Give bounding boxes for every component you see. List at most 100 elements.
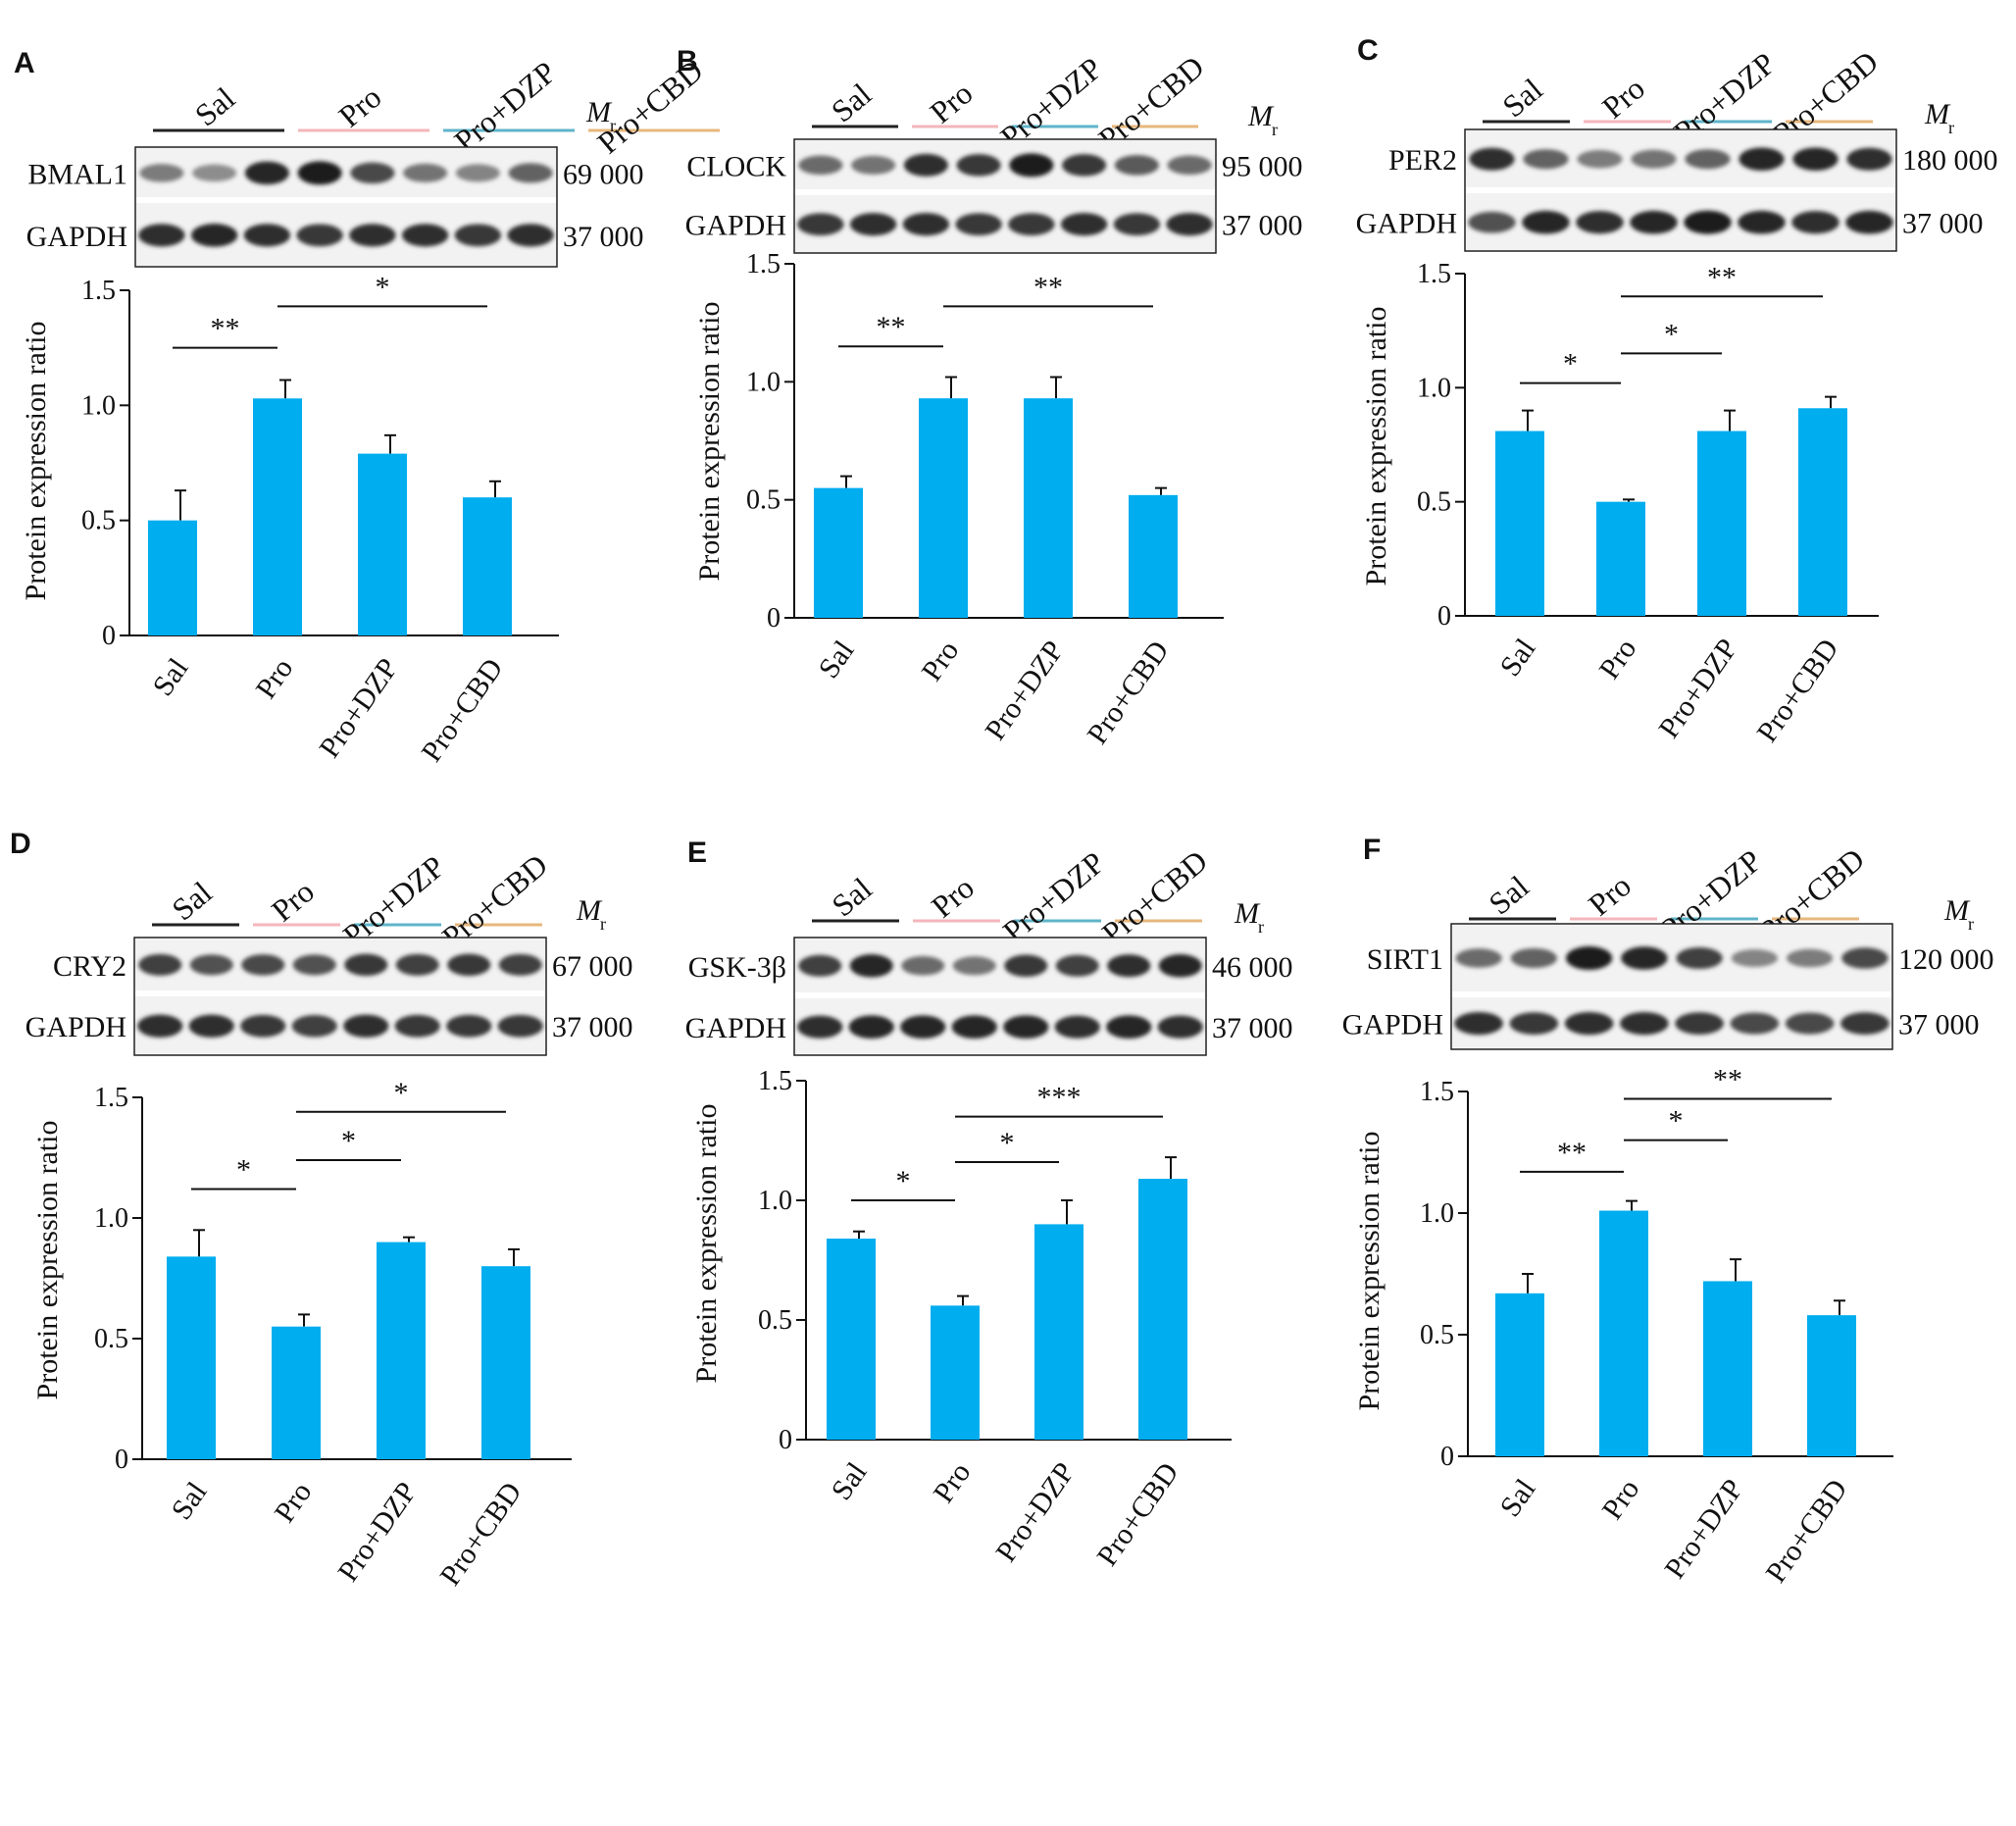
group-label: Pro: [1582, 867, 1638, 922]
significance-stars: *: [394, 1077, 409, 1109]
target-band: [447, 953, 491, 977]
y-tick-label: 1.5: [758, 1066, 792, 1096]
target-band: [498, 953, 542, 976]
y-tick-label: 0: [767, 603, 781, 634]
y-tick-label: 1.0: [81, 390, 116, 421]
panel-letter: B: [677, 45, 698, 77]
target-band: [1055, 954, 1099, 977]
blot-separator: [795, 992, 1205, 998]
gapdh-band: [394, 1014, 440, 1038]
blot-target-label: GSK-3β: [688, 951, 786, 984]
gapdh-band: [1738, 210, 1786, 234]
bar: [1034, 1224, 1084, 1440]
mr-target-value: 46 000: [1212, 951, 1293, 984]
group-label: Sal: [825, 76, 879, 129]
group-label: Sal: [825, 871, 879, 924]
gapdh-band: [1620, 1012, 1669, 1036]
blot-target-label: SIRT1: [1367, 943, 1443, 976]
significance-stars: ***: [1037, 1082, 1082, 1114]
x-tick-label: Pro: [1596, 1473, 1646, 1525]
gapdh-band: [1003, 1015, 1049, 1039]
gapdh-band: [349, 224, 396, 247]
gapdh-band: [188, 1014, 234, 1038]
gapdh-band: [849, 213, 897, 236]
gapdh-band: [951, 1015, 997, 1039]
gapdh-band: [797, 1015, 843, 1039]
mr-loading-value: 37 000: [1902, 208, 1984, 240]
gapdh-band: [243, 224, 291, 247]
target-band: [1523, 149, 1569, 170]
blot-frame: [793, 138, 1217, 254]
gapdh-band: [1166, 213, 1213, 236]
target-band: [297, 161, 342, 185]
gapdh-band: [1730, 1012, 1780, 1035]
gapdh-band: [343, 1014, 389, 1038]
panel-letter: C: [1357, 34, 1379, 67]
mr-target-value: 180 000: [1902, 144, 1998, 177]
group-label: Pro: [265, 873, 321, 928]
target-band: [1577, 149, 1623, 169]
y-tick-label: 1.5: [746, 249, 781, 279]
x-tick-label: Pro+DZP: [313, 652, 404, 763]
x-tick-label: Pro: [1593, 633, 1643, 685]
mr-subscript: r: [1272, 120, 1278, 139]
y-tick-label: 1.5: [94, 1083, 128, 1113]
gapdh-band: [848, 1015, 894, 1039]
group-label: Pro: [923, 75, 979, 129]
y-tick-label: 1.5: [1420, 1077, 1454, 1107]
mr-subscript: r: [1968, 914, 1974, 934]
x-tick-label: Sal: [1493, 1473, 1541, 1522]
y-tick-label: 0: [1440, 1442, 1454, 1472]
significance-stars: *: [896, 1165, 911, 1197]
bar: [253, 398, 302, 635]
y-tick-label: 0.5: [81, 506, 116, 536]
x-tick-label: Pro: [269, 1476, 319, 1528]
significance-stars: **: [211, 313, 240, 345]
bar: [148, 520, 197, 635]
target-band: [956, 154, 1001, 177]
blot-loading-label: GAPDH: [25, 1011, 126, 1043]
x-tick-label: Pro+CBD: [1750, 633, 1844, 747]
target-band: [1510, 948, 1557, 969]
target-band: [903, 153, 948, 177]
bar: [463, 497, 512, 635]
group-label: Pro: [331, 78, 387, 133]
y-axis-label: Protein expression ratio: [20, 322, 52, 601]
gapdh-band: [137, 1014, 183, 1038]
gapdh-band: [1522, 210, 1570, 234]
mr-target-value: 95 000: [1222, 150, 1303, 182]
gapdh-band: [902, 213, 950, 236]
bar: [1596, 501, 1645, 616]
group-label: Pro: [1595, 70, 1651, 125]
x-tick-label: Pro+DZP: [331, 1476, 423, 1587]
mr-loading-value: 37 000: [552, 1011, 633, 1043]
significance-stars: *: [1563, 348, 1578, 380]
gapdh-band: [1454, 1012, 1503, 1036]
mr-target-value: 120 000: [1898, 943, 1994, 976]
x-tick-label: Sal: [1493, 633, 1541, 682]
target-band: [395, 953, 439, 976]
significance-stars: *: [376, 271, 390, 303]
mr-subscript: r: [600, 914, 606, 934]
target-band: [1107, 954, 1151, 978]
bar: [1138, 1179, 1187, 1440]
target-band: [344, 953, 388, 977]
gapdh-band: [1845, 210, 1893, 234]
bar: [919, 398, 968, 618]
target-band: [189, 954, 233, 976]
gapdh-band: [1840, 1012, 1890, 1035]
gapdh-band: [296, 224, 343, 247]
y-tick-label: 1.0: [94, 1203, 128, 1234]
y-tick-label: 1.5: [1417, 259, 1451, 289]
group-label: Pro+CBD: [1095, 843, 1214, 951]
blot-separator: [1452, 991, 1891, 997]
target-band: [508, 163, 553, 183]
gapdh-band: [1008, 213, 1055, 236]
gapdh-band: [1785, 1012, 1835, 1035]
bar: [1129, 494, 1178, 618]
bar: [1024, 398, 1073, 618]
gapdh-band: [401, 224, 449, 247]
x-tick-label: Pro+CBD: [415, 652, 509, 767]
x-tick-label: Pro: [928, 1456, 978, 1508]
gapdh-band: [1791, 211, 1840, 234]
